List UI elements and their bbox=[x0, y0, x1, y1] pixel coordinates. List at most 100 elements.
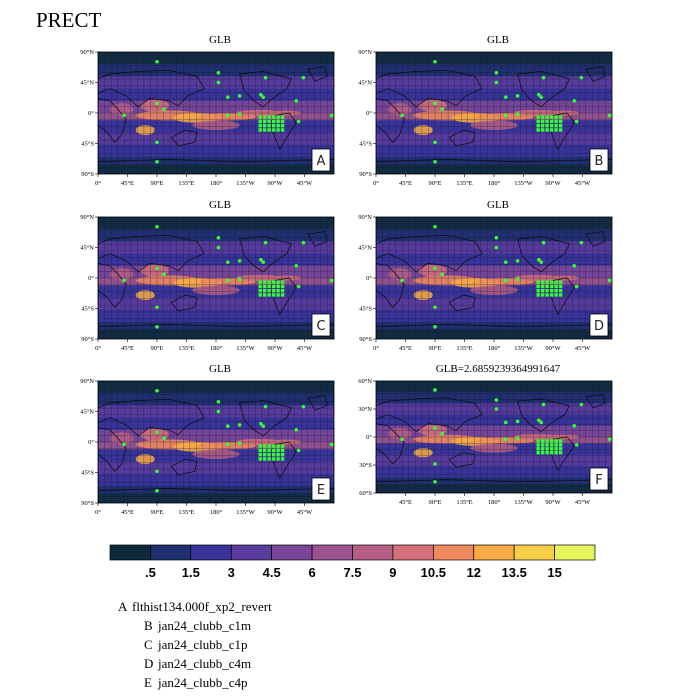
lat-tick-label: 90°S bbox=[81, 336, 94, 343]
lon-tick-label: 45°W bbox=[297, 509, 313, 516]
panel-title: GLB bbox=[209, 363, 231, 375]
lon-tick-label: 180° bbox=[488, 345, 501, 352]
lat-tick-label: 90°S bbox=[359, 336, 372, 343]
panel-e: GLB 90°N 45°N 0° 45°S 90°S 0° 45°E 90°E 135°E 180… bbox=[80, 363, 360, 523]
lat-tick-label: 45°N bbox=[358, 245, 372, 252]
lon-tick-label: 45°W bbox=[575, 345, 591, 352]
lat-tick-label: 90°N bbox=[358, 49, 372, 56]
lon-tick-label: 45°E bbox=[399, 345, 412, 352]
panel-f: GLB=2.6859239364991647 60°N 30°N 0° 30°S 60°… bbox=[358, 363, 638, 523]
lon-tick-label: 180° bbox=[488, 499, 501, 506]
lon-tick-label: 180° bbox=[488, 180, 501, 187]
precip-field bbox=[98, 381, 334, 503]
lon-tick-label: 0° bbox=[373, 180, 379, 187]
lon-tick-label: 135°W bbox=[514, 499, 533, 506]
colorbar-swatch bbox=[513, 544, 555, 561]
colorbar-label: .5 bbox=[145, 565, 156, 580]
colorbar-swatch bbox=[352, 544, 394, 561]
lat-tick-label: 60°N bbox=[358, 378, 372, 385]
colorbar-label: 1.5 bbox=[182, 565, 200, 580]
panel-a: GLB 90°N 45°N 0° 45°S 90°S 0° 45°E 90°E 135°E 180… bbox=[80, 34, 360, 194]
colorbar-label: 13.5 bbox=[502, 565, 527, 580]
lon-tick-label: 135°W bbox=[236, 345, 255, 352]
lon-tick-label: 135°E bbox=[456, 345, 472, 352]
lat-tick-label: 45°S bbox=[359, 306, 372, 313]
lon-tick-label: 90°E bbox=[150, 509, 163, 516]
lat-tick-label: 60°S bbox=[359, 490, 372, 497]
lat-tick-label: 90°N bbox=[80, 378, 94, 385]
lon-tick-label: 90°W bbox=[545, 180, 561, 187]
lon-tick-label: 45°E bbox=[399, 499, 412, 506]
lon-tick-label: 90°W bbox=[267, 345, 283, 352]
lon-tick-label: 135°E bbox=[456, 499, 472, 506]
panel-letter: C bbox=[316, 319, 325, 334]
lon-tick-label: 0° bbox=[95, 180, 101, 187]
lon-tick-label: 135°W bbox=[514, 180, 533, 187]
colorbar-label: 15 bbox=[547, 565, 561, 580]
colorbar-swatch bbox=[554, 544, 596, 561]
lon-tick-label: 180° bbox=[210, 509, 223, 516]
lon-tick-label: 135°E bbox=[456, 180, 472, 187]
lon-tick-label: 90°E bbox=[150, 345, 163, 352]
lon-tick-label: 45°W bbox=[575, 499, 591, 506]
precip-field bbox=[376, 52, 612, 174]
lon-tick-label: 45°E bbox=[399, 180, 412, 187]
lon-tick-label: 45°E bbox=[121, 180, 134, 187]
lat-tick-label: 90°N bbox=[80, 49, 94, 56]
colorbar-swatch bbox=[150, 544, 192, 561]
colorbar-swatch bbox=[190, 544, 232, 561]
colorbar-label: 6 bbox=[308, 565, 315, 580]
page-title: PRECT bbox=[36, 8, 102, 32]
colorbar-label: 4.5 bbox=[263, 565, 281, 580]
lat-tick-label: 30°S bbox=[359, 462, 372, 469]
lat-tick-label: 90°S bbox=[81, 500, 94, 507]
lon-tick-label: 0° bbox=[95, 509, 101, 516]
colorbar-swatch bbox=[392, 544, 434, 561]
colorbar-swatch bbox=[271, 544, 313, 561]
map-c: 90°N45°N0°45°S90°S0° 45°E 90°E 135°E 180° 135… bbox=[80, 214, 335, 352]
precip-field bbox=[376, 217, 612, 339]
lon-tick-label: 90°W bbox=[267, 180, 283, 187]
lon-tick-label: 135°W bbox=[514, 345, 533, 352]
colorbar-swatch bbox=[473, 544, 515, 561]
lon-tick-label: 90°E bbox=[428, 180, 441, 187]
lat-tick-label: 45°S bbox=[359, 141, 372, 148]
lat-tick-label: 90°S bbox=[359, 171, 372, 178]
lon-tick-label: 135°E bbox=[178, 509, 194, 516]
colorbar-label: 9 bbox=[389, 565, 396, 580]
colorbar: .5 1.5 3 4.5 6 7.5 9 10.5 12 13.5 15 bbox=[109, 544, 596, 580]
colorbar-swatch bbox=[230, 544, 273, 561]
lat-tick-label: 90°S bbox=[81, 171, 94, 178]
colorbar-label: 10.5 bbox=[421, 565, 446, 580]
map-a: 90°N45°N0°45°S90°S0° 45°E 90°E 135°E 180° 135… bbox=[80, 49, 335, 187]
lon-tick-label: 135°E bbox=[178, 180, 194, 187]
lon-tick-label: 90°E bbox=[150, 180, 163, 187]
lon-tick-label: 135°W bbox=[236, 180, 255, 187]
panel-title: GLB bbox=[487, 34, 509, 46]
lon-tick-label: 0° bbox=[95, 345, 101, 352]
lat-tick-label: 0° bbox=[88, 439, 94, 446]
lat-tick-label: 0° bbox=[88, 110, 94, 117]
lat-tick-label: 45°N bbox=[80, 245, 94, 252]
lat-tick-label: 0° bbox=[366, 434, 372, 441]
panel-letter: E bbox=[317, 483, 325, 498]
panel-title: GLB bbox=[209, 199, 231, 211]
panel-letter: D bbox=[594, 319, 604, 334]
lon-tick-label: 90°W bbox=[545, 499, 561, 506]
lon-tick-label: 135°E bbox=[178, 345, 194, 352]
lat-tick-label: 45°S bbox=[81, 141, 94, 148]
panel-d: GLB 90°N 45°N 0° 45°S 90°S 0° 45°E 90°E 135°E 180… bbox=[358, 199, 638, 359]
precip-field bbox=[98, 52, 334, 174]
lon-tick-label: 45°E bbox=[121, 345, 134, 352]
lat-tick-label: 0° bbox=[366, 110, 372, 117]
lon-tick-label: 45°W bbox=[297, 345, 313, 352]
lat-tick-label: 0° bbox=[88, 275, 94, 282]
lon-tick-label: 45°W bbox=[575, 180, 591, 187]
precip-field bbox=[98, 217, 334, 339]
panel-title: GLB=2.6859239364991647 bbox=[435, 363, 561, 375]
panel-letter: F bbox=[595, 473, 602, 488]
